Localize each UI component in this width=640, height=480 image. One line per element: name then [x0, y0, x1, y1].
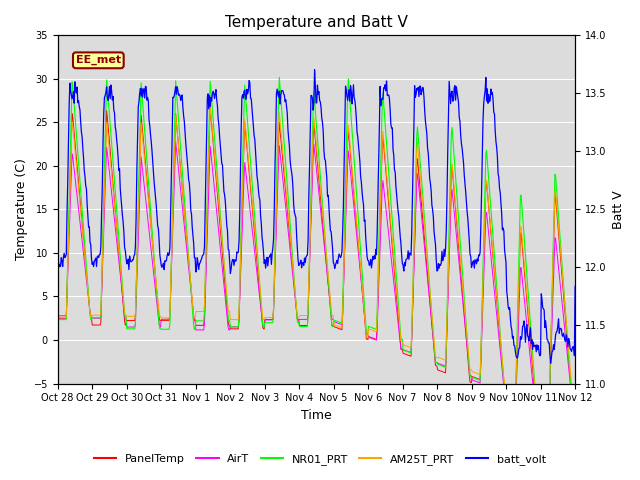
PanelTemp — [572, 412, 579, 418]
AM25T_PRT — [380, 136, 387, 142]
NR01_PRT — [54, 317, 61, 323]
batt_volt — [63, 210, 71, 216]
Title: Temperature and Batt V: Temperature and Batt V — [225, 15, 408, 30]
batt_volt — [311, 67, 319, 72]
batt_volt — [196, 260, 204, 265]
batt_volt — [169, 95, 177, 100]
NR01_PRT — [116, 254, 124, 260]
NR01_PRT — [537, 439, 545, 444]
AM25T_PRT — [206, 103, 214, 109]
PanelTemp — [54, 315, 61, 321]
Line: NR01_PRT: NR01_PRT — [58, 77, 575, 442]
batt_volt — [395, 214, 403, 219]
PanelTemp — [537, 440, 545, 445]
AM25T_PRT — [572, 407, 579, 413]
Y-axis label: Temperature (C): Temperature (C) — [15, 158, 28, 260]
PanelTemp — [380, 142, 387, 147]
Legend: PanelTemp, AirT, NR01_PRT, AM25T_PRT, batt_volt: PanelTemp, AirT, NR01_PRT, AM25T_PRT, ba… — [90, 450, 550, 469]
batt_volt — [380, 85, 387, 91]
AirT — [172, 139, 179, 145]
AirT — [395, 327, 403, 333]
AM25T_PRT — [63, 290, 71, 296]
PanelTemp — [206, 105, 214, 111]
AirT — [63, 292, 71, 298]
NR01_PRT — [395, 307, 403, 312]
Line: PanelTemp: PanelTemp — [58, 108, 575, 443]
AirT — [537, 441, 545, 447]
batt_volt — [547, 360, 554, 366]
PanelTemp — [169, 210, 177, 216]
AM25T_PRT — [537, 432, 545, 438]
NR01_PRT — [572, 411, 579, 417]
NR01_PRT — [275, 74, 283, 80]
AirT — [116, 272, 124, 277]
Text: EE_met: EE_met — [76, 55, 121, 65]
PanelTemp — [196, 323, 204, 328]
Line: batt_volt: batt_volt — [58, 70, 575, 363]
PanelTemp — [395, 321, 403, 326]
Line: AirT: AirT — [58, 142, 575, 444]
batt_volt — [54, 262, 61, 268]
batt_volt — [116, 186, 124, 192]
PanelTemp — [63, 289, 71, 295]
NR01_PRT — [63, 287, 71, 292]
NR01_PRT — [196, 318, 204, 324]
NR01_PRT — [169, 197, 177, 203]
AM25T_PRT — [116, 263, 124, 269]
batt_volt — [572, 284, 579, 289]
AM25T_PRT — [169, 210, 177, 216]
AM25T_PRT — [395, 313, 403, 319]
AirT — [169, 224, 177, 230]
AirT — [380, 184, 387, 190]
AM25T_PRT — [196, 309, 204, 314]
Y-axis label: Batt V: Batt V — [612, 190, 625, 229]
X-axis label: Time: Time — [301, 409, 332, 422]
AM25T_PRT — [54, 314, 61, 320]
AirT — [572, 416, 579, 421]
NR01_PRT — [380, 101, 387, 107]
Line: AM25T_PRT: AM25T_PRT — [58, 106, 575, 435]
AirT — [54, 313, 61, 319]
PanelTemp — [116, 267, 124, 273]
AirT — [197, 327, 205, 333]
